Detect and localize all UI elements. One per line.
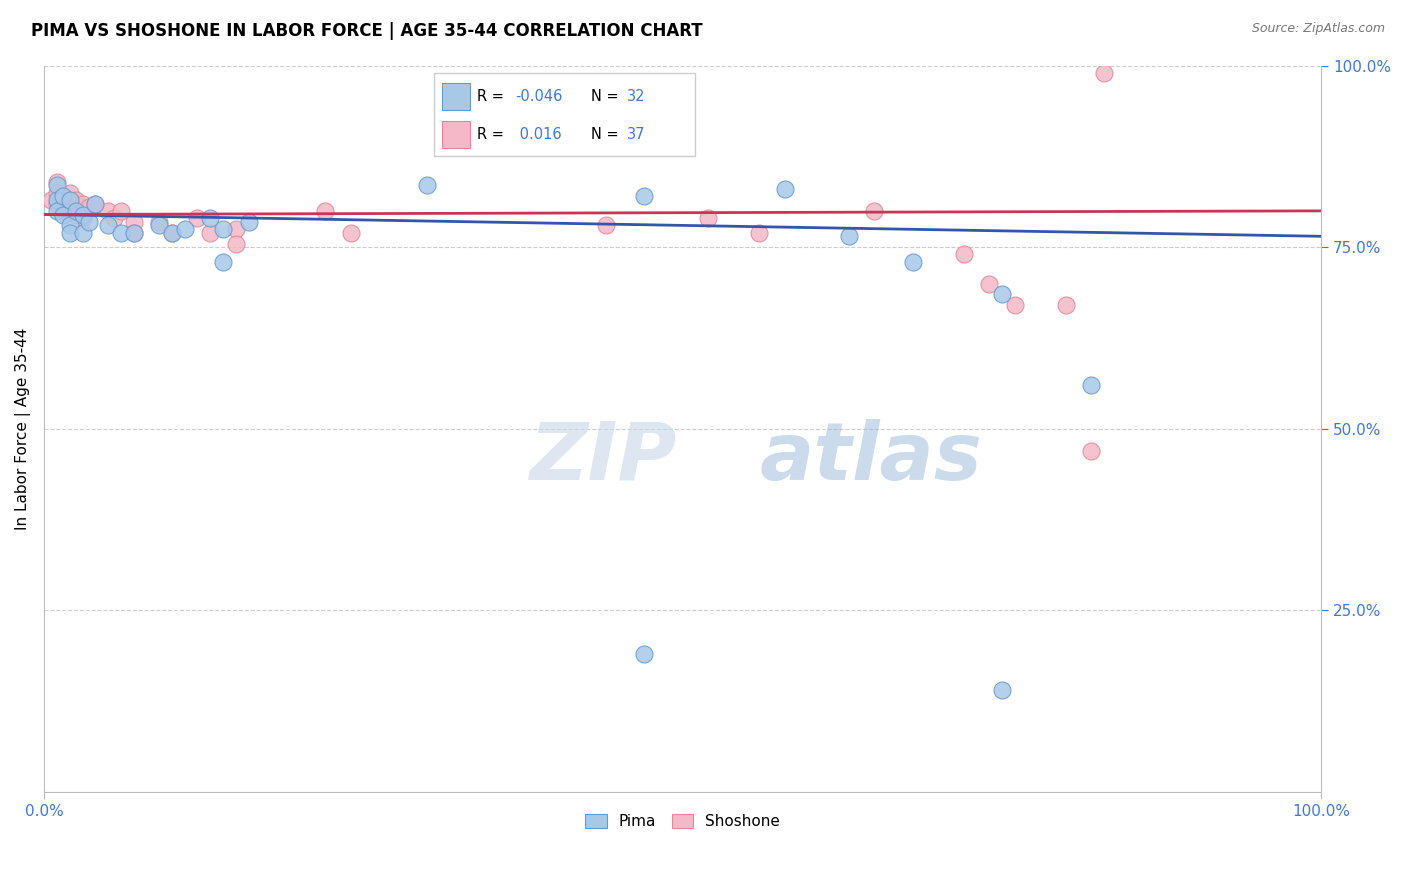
Point: [991, 287, 1014, 301]
Point: [59, 193, 82, 207]
Point: [186, 211, 208, 226]
Point: [110, 203, 132, 218]
Point: [339, 226, 361, 240]
Point: [84, 196, 107, 211]
Point: [59, 219, 82, 233]
Point: [952, 247, 974, 261]
Point: [97, 203, 120, 218]
Point: [77, 215, 100, 229]
Point: [1054, 298, 1077, 312]
Point: [838, 229, 860, 244]
Point: [72, 211, 94, 226]
Point: [77, 200, 100, 214]
Point: [59, 226, 82, 240]
Point: [122, 215, 145, 229]
Point: [46, 175, 69, 189]
Text: ZIP: ZIP: [530, 419, 676, 497]
Point: [110, 226, 132, 240]
Text: PIMA VS SHOSHONE IN LABOR FORCE | AGE 35-44 CORRELATION CHART: PIMA VS SHOSHONE IN LABOR FORCE | AGE 35…: [31, 22, 703, 40]
Point: [46, 193, 69, 207]
Point: [314, 203, 336, 218]
Point: [52, 189, 75, 203]
Text: Source: ZipAtlas.com: Source: ZipAtlas.com: [1251, 22, 1385, 36]
Point: [39, 193, 62, 207]
Point: [1080, 443, 1102, 458]
Point: [65, 193, 87, 207]
Point: [65, 207, 87, 221]
Point: [212, 222, 235, 236]
Point: [72, 207, 94, 221]
Point: [212, 254, 235, 268]
Point: [416, 178, 439, 193]
Point: [72, 196, 94, 211]
Point: [863, 203, 886, 218]
Point: [52, 189, 75, 203]
Point: [200, 226, 222, 240]
Point: [979, 277, 1001, 291]
Point: [84, 196, 107, 211]
Point: [59, 186, 82, 200]
Point: [148, 215, 170, 229]
Point: [59, 200, 82, 214]
Point: [238, 215, 260, 229]
Point: [697, 211, 720, 226]
Point: [65, 203, 87, 218]
Point: [200, 211, 222, 226]
Point: [103, 211, 125, 226]
Point: [122, 226, 145, 240]
Point: [595, 219, 617, 233]
Point: [52, 207, 75, 221]
Point: [173, 222, 195, 236]
Point: [773, 182, 796, 196]
Point: [122, 226, 145, 240]
Point: [148, 219, 170, 233]
Point: [97, 219, 120, 233]
Point: [991, 683, 1014, 698]
Point: [46, 196, 69, 211]
Point: [160, 226, 183, 240]
Point: [46, 186, 69, 200]
Point: [46, 178, 69, 193]
Y-axis label: In Labor Force | Age 35-44: In Labor Force | Age 35-44: [15, 327, 31, 530]
Point: [901, 254, 924, 268]
Point: [633, 189, 655, 203]
Point: [225, 222, 247, 236]
Point: [160, 226, 183, 240]
Point: [1080, 378, 1102, 392]
Text: atlas: atlas: [759, 419, 981, 497]
Point: [633, 647, 655, 661]
Point: [1004, 298, 1026, 312]
Point: [225, 236, 247, 251]
Legend: Pima, Shoshone: Pima, Shoshone: [579, 807, 786, 835]
Point: [46, 203, 69, 218]
Point: [72, 226, 94, 240]
Point: [52, 203, 75, 218]
Point: [748, 226, 770, 240]
Point: [1092, 66, 1115, 80]
